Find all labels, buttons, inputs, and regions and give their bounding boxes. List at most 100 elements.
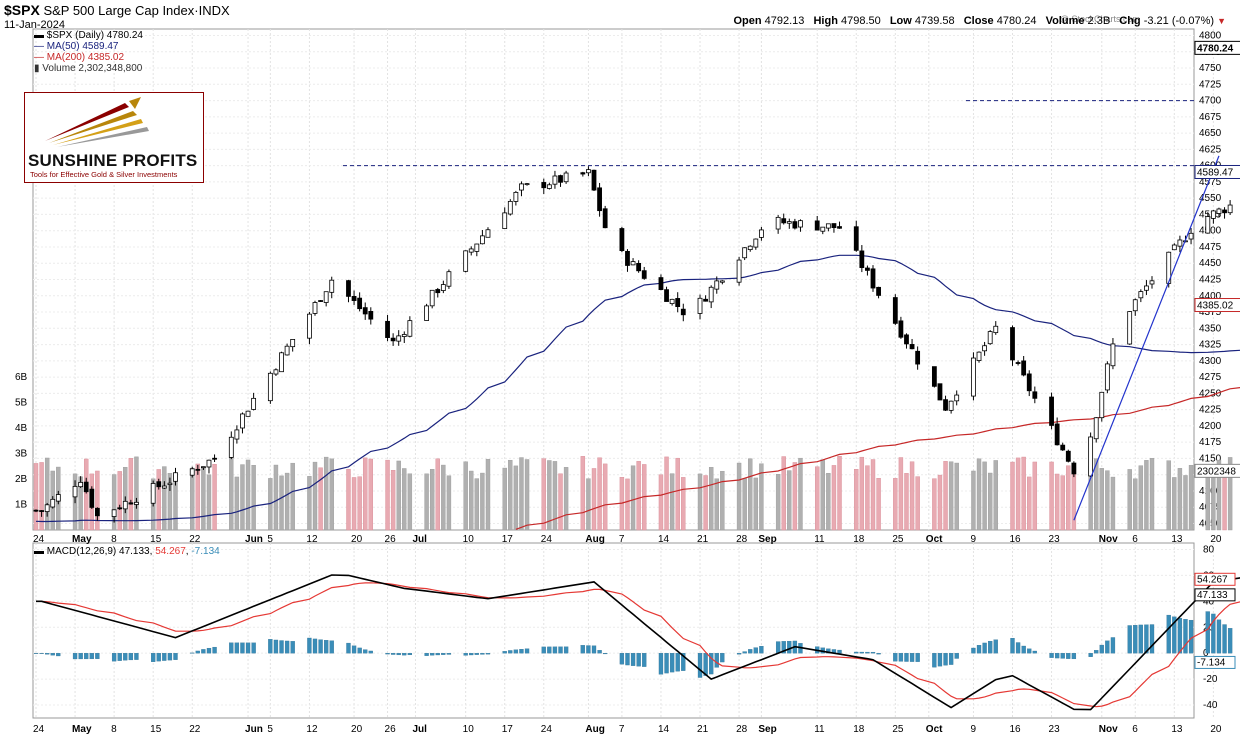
volume-bar — [697, 473, 703, 531]
candle-body — [1060, 444, 1066, 451]
macd-hist-bar — [390, 653, 396, 655]
candle-body — [1088, 436, 1094, 477]
x-tick-label-bottom: 21 — [697, 724, 709, 735]
macd-hist-bar — [190, 652, 195, 654]
macd-hist-bar — [123, 653, 128, 661]
candle-body — [1188, 232, 1194, 240]
candle-body — [39, 510, 44, 512]
volume-bar — [424, 473, 429, 531]
macd-hist-bar — [742, 651, 747, 654]
candle-body — [597, 187, 602, 212]
x-tick-label-top: 6 — [1132, 534, 1138, 545]
volume-bar — [586, 478, 591, 531]
candle-body — [440, 284, 446, 291]
price-y-tick-label: 4350 — [1199, 323, 1222, 334]
volume-bar — [591, 468, 597, 531]
volume-bar — [1027, 476, 1032, 531]
volume-bar — [524, 459, 530, 531]
candle-body — [669, 298, 675, 305]
volume-bar — [1093, 458, 1099, 531]
macd-hist-bar — [932, 653, 937, 668]
x-tick-label-top: 5 — [267, 534, 273, 545]
macd-hist-bar — [1227, 628, 1233, 654]
open-value: 4792.13 — [764, 15, 805, 27]
candle-body — [580, 172, 586, 175]
candle-body — [89, 488, 95, 508]
header-left: $SPX S&P 500 Large Cap Index·INDX 11-Jan… — [4, 2, 230, 31]
macd-hist-bar — [1216, 619, 1222, 654]
macd-value-tag-text: 47.133 — [1197, 590, 1228, 601]
price-y-tick-label: 4750 — [1199, 63, 1222, 74]
volume-bar — [993, 460, 998, 531]
candle-body — [312, 302, 318, 314]
macd-y-tick-label: 0 — [1203, 648, 1209, 659]
macd-hist-bar — [1133, 625, 1138, 654]
volume-bar — [273, 464, 279, 531]
macd-hist-bar — [1110, 637, 1116, 654]
macd-hist-bar — [703, 653, 708, 676]
candle-body — [1132, 299, 1138, 312]
candle-body — [284, 345, 290, 356]
volume-bar — [976, 458, 982, 531]
candle-body — [357, 297, 363, 310]
macd-hist-bar — [117, 653, 122, 661]
volume-bar — [681, 477, 686, 531]
macd-hist-bar — [424, 653, 429, 656]
macd-hist-bar — [591, 645, 597, 654]
volume-bar — [307, 476, 312, 531]
macd-hist-bar — [1222, 624, 1227, 654]
volume-bar — [547, 460, 552, 531]
x-tick-label-bottom: 7 — [619, 724, 625, 735]
ma200-tag: 4385.02 — [1194, 298, 1240, 313]
candle-body — [519, 183, 524, 191]
candle-body — [329, 279, 335, 293]
volume-bar — [502, 467, 507, 531]
price-y-tick-label: 4525 — [1199, 209, 1222, 220]
macd-hist-bar — [524, 648, 530, 654]
volume-bar — [943, 461, 948, 531]
candle-body — [200, 466, 206, 469]
candle-body — [72, 485, 78, 498]
ohlc-readout: Open 4792.13 High 4798.50 Low 4739.58 Cl… — [733, 15, 1226, 27]
volume-bar — [1060, 475, 1065, 531]
macd-hist-bar — [229, 642, 234, 654]
candle-body — [993, 325, 999, 334]
stockcharts-watermark: @ StockCharts.com — [1060, 14, 1140, 24]
macd-hist-bar — [251, 642, 256, 654]
candle-body — [323, 291, 329, 303]
price-candles — [33, 166, 1233, 523]
candle-body — [837, 226, 842, 229]
volume-bar — [826, 473, 831, 531]
macd-line — [36, 574, 1240, 711]
volume-bar — [1227, 457, 1233, 531]
candle-body — [468, 248, 474, 253]
legend-ma200: — MA(200) 4385.02 — [34, 52, 125, 63]
x-tick-label-top: 13 — [1171, 534, 1183, 545]
price-y-tick-label: 4425 — [1199, 275, 1222, 286]
candle-body — [117, 507, 123, 510]
macd-hist-bar — [1211, 613, 1216, 654]
grid-lines — [33, 29, 1214, 718]
candle-body — [50, 498, 56, 508]
macd-hist-bar — [1099, 644, 1104, 654]
macd-hist-bar — [753, 647, 758, 654]
candle-body — [1227, 204, 1233, 214]
macd-hist-bar — [33, 653, 39, 654]
macd-hist-bar — [982, 642, 987, 654]
volume-bar — [541, 458, 546, 531]
volume-bar — [669, 473, 675, 531]
macd-hist-bar — [558, 646, 563, 654]
candle-body — [853, 226, 859, 251]
volume-bar — [1216, 459, 1222, 531]
macd-hist-bar — [664, 653, 669, 674]
x-tick-label-bottom: 28 — [736, 724, 748, 735]
macd-legend-icon: ▬ — [34, 546, 44, 557]
macd-hist-bar — [547, 646, 552, 654]
candle-body — [279, 352, 284, 373]
x-tick-label-bottom: 25 — [892, 724, 904, 735]
candle-body — [558, 175, 563, 183]
candle-body — [781, 218, 787, 224]
x-tick-label-bottom: 18 — [853, 724, 865, 735]
x-tick-label-top: 22 — [189, 534, 201, 545]
volume-bar — [1188, 465, 1194, 531]
